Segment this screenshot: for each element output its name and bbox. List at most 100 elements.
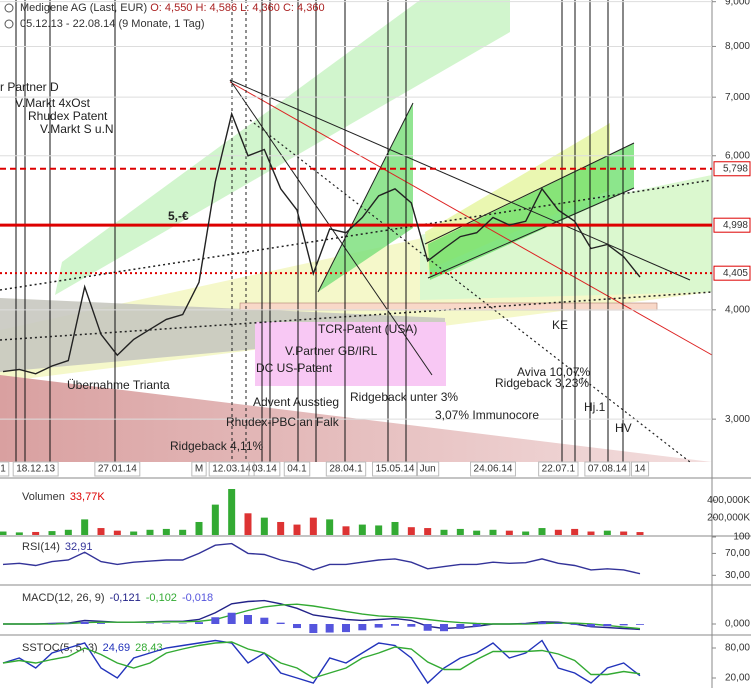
bar: [260, 617, 269, 624]
level-label-box: [713, 161, 751, 177]
level-label-box: [713, 265, 751, 281]
bar: [277, 521, 285, 535]
annotation: HV: [615, 421, 632, 435]
x-tick-label: 07.08.14: [588, 464, 627, 475]
panel-name: MACD(12, 26, 9): [22, 592, 105, 604]
x-tick-label: M: [195, 464, 203, 475]
bar: [570, 624, 579, 625]
x-tick-label: 1: [0, 464, 6, 475]
date-range: 05.12.13 - 22.08.14 (9 Monate, 1 Tag): [20, 18, 204, 30]
y-tick-label: 0,000: [725, 619, 750, 630]
annotation: TCR-Patent (USA): [318, 322, 417, 336]
level-label: 4,405: [723, 268, 748, 279]
bar: [162, 528, 170, 535]
x-tick-box: [191, 461, 207, 477]
bar: [326, 519, 334, 535]
bar: [587, 624, 595, 627]
bar: [407, 624, 416, 627]
x-tick-label: 15.05.14: [376, 464, 415, 475]
value-label: 32,91: [65, 541, 93, 553]
x-tick-box: [12, 461, 59, 477]
panel-title: Volumen 33,77K: [22, 491, 105, 503]
bar: [522, 531, 530, 535]
bar: [391, 624, 399, 626]
bar: [603, 624, 612, 627]
bar: [391, 521, 399, 535]
bar: [0, 531, 7, 535]
drawings: [0, 0, 713, 463]
bar: [130, 531, 138, 535]
annotation: Hj.1: [584, 400, 606, 414]
series-line: [2, 542, 641, 575]
annotation: Advent Ausstieg: [253, 395, 339, 409]
bar: [309, 624, 318, 633]
x-tick-box: [0, 461, 10, 477]
x-tick-box: [325, 461, 367, 477]
bar: [554, 529, 562, 535]
x-tick-label: 27.01.14: [98, 464, 137, 475]
annotation: KE: [552, 318, 568, 332]
annotation: V.Markt S u.N: [40, 122, 114, 136]
series-line: [2, 111, 641, 375]
y-tick-label: 9,000: [725, 0, 750, 7]
bar: [260, 517, 268, 535]
x-tick-label: 28.04.1: [329, 464, 363, 475]
bar: [342, 624, 350, 633]
bar: [554, 623, 563, 624]
x-tick-box: [208, 461, 255, 477]
bar: [636, 624, 644, 625]
header-line: Medigene AG (Last, EUR) O: 4,550 H: 4,58…: [20, 2, 325, 14]
value-label: -0,018: [182, 592, 213, 604]
bar: [146, 529, 154, 535]
annotation: Ridgeback 4,11%: [170, 439, 264, 453]
y-tick-label: 7,000: [725, 92, 750, 103]
panel-title: SSTOC(5, 5, 3) 24,69 28,43: [22, 642, 163, 654]
y-tick-label: 200,000K: [707, 512, 750, 523]
bar: [440, 624, 448, 632]
bar: [80, 621, 89, 624]
ohlc: H: 4,586: [196, 2, 238, 14]
annotation: Ridgeback 3,23%: [495, 376, 589, 390]
bar: [636, 532, 644, 535]
ohlc: C: 4,360: [283, 2, 325, 14]
level-label: 4,998: [723, 220, 748, 231]
bar: [195, 521, 203, 535]
bar: [456, 528, 464, 535]
bar: [603, 530, 611, 535]
bar: [472, 624, 481, 627]
x-tick-label: 12.03.14: [212, 464, 251, 475]
bar: [407, 527, 415, 535]
bar: [489, 529, 497, 535]
bar: [309, 517, 317, 535]
y-tick-label: 70,00: [725, 548, 750, 559]
bar: [227, 612, 236, 624]
bar: [325, 624, 334, 633]
panel-name: RSI(14): [22, 541, 60, 553]
bar: [97, 528, 105, 535]
bar: [505, 530, 513, 535]
bar: [211, 504, 219, 535]
x-tick-label: 14: [634, 464, 646, 475]
bar: [571, 528, 579, 535]
bar: [538, 622, 546, 624]
x-tick-label: 22.07.1: [542, 464, 576, 475]
bar: [375, 525, 383, 535]
x-tick-box: [630, 461, 650, 477]
bar: [179, 529, 187, 535]
bar: [97, 623, 105, 624]
level-label: 5,798: [723, 163, 748, 174]
bar: [276, 622, 285, 624]
panel-name: Volumen: [22, 491, 65, 503]
y-tick-label: 3,000: [725, 414, 750, 425]
y-tick-label: 400,000K: [707, 495, 750, 506]
bar: [423, 624, 432, 631]
x-tick-label: 18.12.13: [16, 464, 55, 475]
y-tick-label: 80,00: [725, 643, 750, 654]
y-tick-label: 6,000: [725, 150, 750, 161]
y-tick-label: 8,000: [725, 41, 750, 52]
bar: [587, 531, 595, 535]
value-label: 24,69: [103, 642, 131, 654]
bar: [293, 624, 301, 629]
